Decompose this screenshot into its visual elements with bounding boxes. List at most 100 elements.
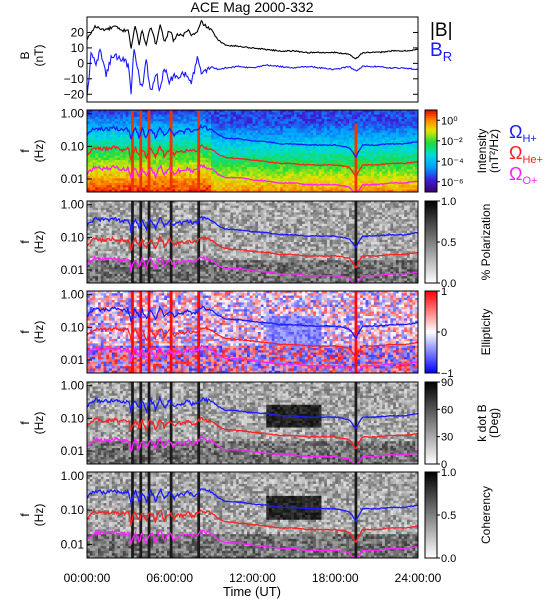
spectrogram-cell — [349, 173, 353, 177]
spectrogram-cell — [158, 160, 162, 163]
spectrogram-cell — [95, 110, 99, 113]
spectrogram-cell — [194, 137, 198, 141]
spectrogram-cell — [139, 176, 143, 179]
spectrogram-cell — [133, 157, 138, 161]
spectrogram-cell — [139, 187, 143, 191]
gyrofrequency-line-O+ — [86, 163, 419, 193]
spectrogram-cell — [349, 169, 353, 172]
spectrogram-cell — [340, 125, 344, 129]
spectrogram-cell — [406, 178, 411, 182]
spectrogram-cell — [100, 251, 104, 254]
spectrogram-cell — [155, 121, 160, 125]
spectrogram-cell — [95, 119, 99, 122]
spectrogram-cell — [158, 116, 162, 120]
spectrogram-cell — [282, 146, 286, 150]
spectrogram-cell — [313, 130, 317, 134]
spectrogram-cell — [357, 137, 361, 141]
spectrogram-cell — [368, 178, 372, 182]
spectrogram-cell — [288, 146, 292, 150]
spectrogram-cell — [125, 189, 129, 193]
spectrogram-cell — [227, 130, 231, 134]
spectrogram-cell — [313, 148, 317, 152]
spectrogram-cell — [246, 144, 251, 147]
spectrogram-cell — [169, 128, 173, 131]
spectrogram-cell — [299, 176, 303, 179]
spectrogram-cell — [166, 116, 171, 120]
colorbar-step — [425, 142, 437, 146]
spectrogram-cell — [95, 139, 99, 143]
spectrogram-cell — [98, 267, 102, 270]
spectrogram-cell — [202, 178, 207, 182]
spectrogram-cell — [100, 262, 104, 266]
spectrogram-cell — [114, 169, 118, 172]
spectrogram-cell — [346, 128, 350, 131]
spectrogram-cell — [269, 160, 273, 163]
spectrogram-cell — [103, 139, 107, 143]
spectrogram-cell — [98, 176, 102, 179]
spectrogram-cell — [357, 144, 361, 147]
spectrogram-cell — [255, 141, 259, 145]
spectrogram-cell — [125, 221, 129, 225]
spectrogram-cell — [246, 189, 251, 193]
spectrogram-cell — [175, 162, 179, 166]
spectrogram-cell — [117, 176, 121, 179]
spectrogram-cell — [200, 119, 204, 122]
spectrogram-cell — [166, 171, 171, 175]
spectrogram-cell — [343, 132, 347, 136]
spectrogram-cell — [153, 166, 157, 170]
spectrogram-cell — [318, 114, 322, 118]
spectrogram-cell — [302, 137, 306, 141]
spectrogram-cell — [131, 189, 135, 193]
spectrogram-cell — [329, 116, 333, 120]
spectrogram-cell — [131, 176, 135, 179]
spectrogram-cell — [395, 125, 400, 129]
spectrogram-cell — [133, 135, 138, 138]
spectrogram-cell — [340, 162, 344, 166]
spectrogram-cell — [271, 169, 275, 172]
spectrogram-cell — [307, 160, 311, 163]
spectrogram-cell — [169, 185, 173, 188]
spectrogram-cell — [401, 176, 405, 179]
spectrogram-cell — [409, 171, 413, 175]
spectrogram-cell — [172, 164, 176, 168]
spectrogram-cell — [376, 178, 380, 182]
spectrogram-cell — [125, 187, 129, 191]
spectrogram-cell — [258, 151, 262, 154]
spectrogram-cell — [244, 148, 248, 152]
spectrogram-cell — [335, 116, 339, 120]
spectrogram-cell — [114, 226, 118, 229]
spectrogram-cell — [274, 116, 278, 120]
spectrogram-cell — [244, 166, 248, 170]
spectrogram-cell — [371, 135, 375, 138]
spectrogram-cell — [349, 125, 353, 129]
spectrogram-cell — [315, 119, 320, 122]
spectrogram-cell — [318, 160, 322, 163]
spectrogram-cell — [299, 141, 303, 145]
spectrogram-cell — [346, 116, 350, 120]
spectrogram-cell — [285, 139, 289, 143]
spectrogram-cell — [315, 128, 320, 131]
spectrogram-cell — [271, 166, 275, 170]
spectrogram-cell — [315, 141, 320, 145]
spectrogram-cell — [211, 130, 215, 134]
spectrogram-cell — [271, 164, 275, 168]
spectrogram-cell — [260, 185, 264, 188]
spectrogram-cell — [307, 169, 311, 172]
spectrogram-cell — [98, 273, 102, 277]
spectrogram-cell — [109, 112, 113, 115]
spectrogram-cell — [216, 123, 220, 127]
spectrogram-cell — [150, 182, 154, 186]
spectrogram-cell — [150, 123, 154, 127]
spectrogram-cell — [89, 141, 93, 145]
spectrogram-cell — [346, 157, 350, 161]
spectrogram-cell — [260, 110, 264, 113]
spectrogram-cell — [302, 171, 306, 175]
spectrogram-cell — [147, 155, 151, 159]
spectrogram-cell — [387, 166, 391, 170]
spectrogram-cell — [166, 173, 171, 177]
spectrogram-cell — [373, 185, 378, 188]
spectrogram-cell — [178, 112, 182, 115]
spectrogram-cell — [313, 144, 317, 147]
spectrogram-cell — [122, 132, 127, 136]
spectrogram-cell — [189, 128, 193, 131]
